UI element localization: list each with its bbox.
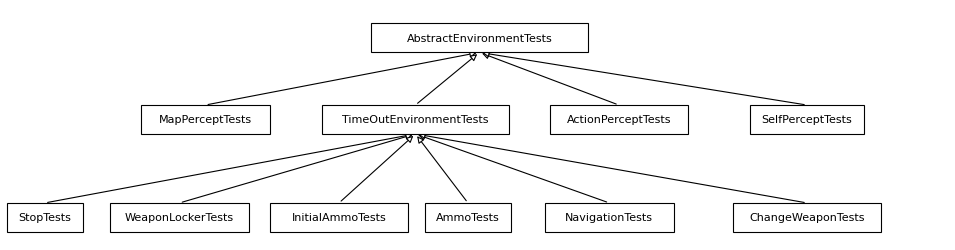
FancyBboxPatch shape bbox=[111, 203, 248, 232]
Text: AbstractEnvironmentTests: AbstractEnvironmentTests bbox=[407, 34, 552, 44]
Text: WeaponLockerTests: WeaponLockerTests bbox=[125, 212, 234, 222]
Text: InitialAmmoTests: InitialAmmoTests bbox=[291, 212, 387, 222]
Text: ChangeWeaponTests: ChangeWeaponTests bbox=[750, 212, 864, 222]
FancyBboxPatch shape bbox=[544, 203, 674, 232]
FancyBboxPatch shape bbox=[323, 106, 508, 134]
FancyBboxPatch shape bbox=[269, 203, 409, 232]
FancyBboxPatch shape bbox=[371, 24, 588, 53]
Text: StopTests: StopTests bbox=[18, 212, 72, 222]
FancyBboxPatch shape bbox=[750, 106, 864, 134]
Text: MapPerceptTests: MapPerceptTests bbox=[159, 115, 252, 125]
Text: ActionPerceptTests: ActionPerceptTests bbox=[566, 115, 671, 125]
FancyBboxPatch shape bbox=[141, 106, 269, 134]
FancyBboxPatch shape bbox=[733, 203, 881, 232]
Text: TimeOutEnvironmentTests: TimeOutEnvironmentTests bbox=[342, 115, 489, 125]
FancyBboxPatch shape bbox=[425, 203, 511, 232]
Text: AmmoTests: AmmoTests bbox=[436, 212, 499, 222]
FancyBboxPatch shape bbox=[7, 203, 83, 232]
FancyBboxPatch shape bbox=[550, 106, 688, 134]
Text: NavigationTests: NavigationTests bbox=[565, 212, 653, 222]
Text: SelfPerceptTests: SelfPerceptTests bbox=[761, 115, 853, 125]
